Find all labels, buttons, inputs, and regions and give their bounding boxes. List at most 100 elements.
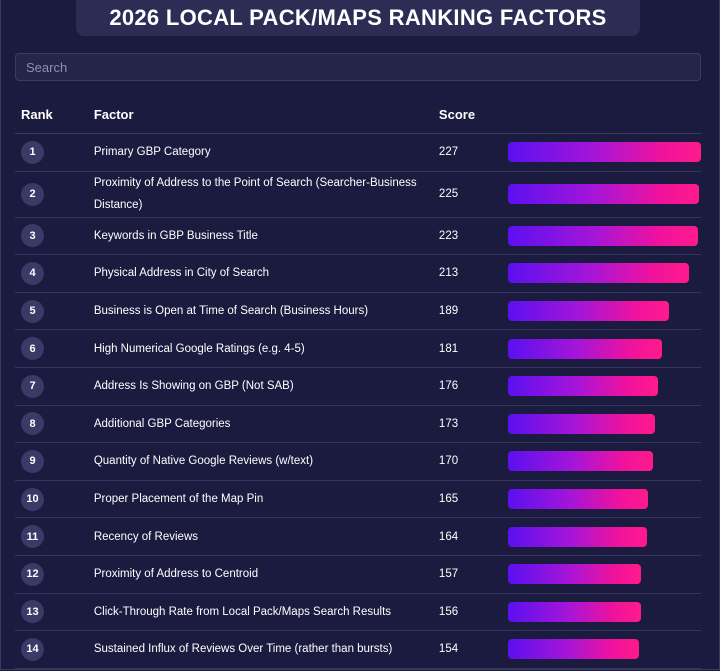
- score-bar-cell: [507, 329, 701, 368]
- score-bar-track: [507, 451, 701, 472]
- rank-cell: 10: [15, 480, 94, 519]
- score-bar-track: [507, 564, 701, 585]
- ranking-table: Rank Factor Score 1 Primary GBP Category 2…: [15, 96, 701, 669]
- rank-badge: 5: [21, 299, 44, 323]
- rank-cell: 1: [15, 133, 94, 172]
- factor-cell: Business is Open at Time of Search (Busi…: [93, 292, 439, 331]
- score-bar-cell: [507, 442, 701, 481]
- score-bar-cell: [507, 171, 701, 218]
- rank-badge: 3: [21, 224, 44, 248]
- factor-cell: Click-Through Rate from Local Pack/Maps …: [93, 593, 439, 632]
- title-banner: 2026 LOCAL PACK/MAPS RANKING FACTORS: [76, 0, 640, 36]
- rank-badge: 1: [21, 140, 44, 164]
- table-row: 12 Proximity of Address to Centroid 157: [15, 555, 701, 594]
- rank-badge: 7: [21, 374, 44, 398]
- rank-badge: 9: [21, 449, 44, 473]
- rank-badge: 4: [21, 261, 44, 285]
- score-bar: [507, 225, 698, 246]
- factor-column-header[interactable]: Factor: [93, 96, 439, 134]
- factor-cell: Quantity of Native Google Reviews (w/tex…: [93, 442, 439, 481]
- score-bar-track: [507, 225, 701, 246]
- score-cell: 225: [438, 171, 508, 218]
- score-bar-cell: [507, 217, 701, 256]
- score-column-header[interactable]: Score: [438, 96, 508, 134]
- score-bar-track: [507, 413, 701, 434]
- search-input[interactable]: [15, 53, 701, 81]
- score-cell: 156: [438, 593, 508, 632]
- score-bar-track: [507, 142, 701, 163]
- factor-cell: Address Is Showing on GBP (Not SAB): [93, 367, 439, 406]
- score-cell: 227: [438, 133, 508, 172]
- score-bar: [507, 376, 658, 397]
- score-bar: [507, 564, 641, 585]
- rank-cell: 12: [15, 555, 94, 594]
- factor-cell: Proper Placement of the Map Pin: [93, 480, 439, 519]
- table-row: 13 Click-Through Rate from Local Pack/Map…: [15, 593, 701, 632]
- score-cell: 189: [438, 292, 508, 331]
- score-bar-cell: [507, 593, 701, 632]
- score-bar: [507, 263, 689, 284]
- score-bar-cell: [507, 630, 701, 669]
- table-row: 14 Sustained Influx of Reviews Over Time …: [15, 630, 701, 669]
- table-row: 11 Recency of Reviews 164: [15, 517, 701, 556]
- rank-cell: 14: [15, 630, 94, 669]
- table-body: 1 Primary GBP Category 227 2 Proximity of Ad…: [15, 133, 701, 669]
- table-row: 4 Physical Address in City of Search 213: [15, 254, 701, 293]
- score-bar-track: [507, 338, 701, 359]
- rank-badge: 8: [21, 412, 44, 436]
- score-bar-track: [507, 263, 701, 284]
- rank-cell: 6: [15, 329, 94, 368]
- score-cell: 181: [438, 329, 508, 368]
- score-bar-track: [507, 601, 701, 622]
- score-cell: 157: [438, 555, 508, 594]
- score-cell: 165: [438, 480, 508, 519]
- table-header-row: Rank Factor Score: [15, 96, 701, 134]
- rank-badge: 14: [21, 637, 44, 661]
- score-bar: [507, 142, 701, 163]
- score-bar-cell: [507, 555, 701, 594]
- score-cell: 176: [438, 367, 508, 406]
- table-row: 9 Quantity of Native Google Reviews (w/te…: [15, 442, 701, 481]
- rank-badge: 13: [21, 600, 44, 624]
- table-row: 6 High Numerical Google Ratings (e.g. 4-5…: [15, 329, 701, 368]
- factor-cell: High Numerical Google Ratings (e.g. 4-5): [93, 329, 439, 368]
- score-bar: [507, 601, 641, 622]
- rank-cell: 5: [15, 292, 94, 331]
- score-cell: 154: [438, 630, 508, 669]
- bar-column-header: [507, 96, 701, 134]
- score-cell: 223: [438, 217, 508, 256]
- rank-badge: 12: [21, 562, 44, 586]
- score-bar: [507, 301, 669, 322]
- page-title: 2026 LOCAL PACK/MAPS RANKING FACTORS: [109, 5, 607, 30]
- factor-cell: Physical Address in City of Search: [93, 254, 439, 293]
- score-bar-track: [507, 639, 701, 660]
- score-bar: [507, 526, 647, 547]
- score-cell: 173: [438, 405, 508, 444]
- score-bar-cell: [507, 133, 701, 172]
- score-bar-cell: [507, 405, 701, 444]
- score-bar-track: [507, 489, 701, 510]
- score-bar: [507, 451, 653, 472]
- factor-cell: Recency of Reviews: [93, 517, 439, 556]
- table-row: 8 Additional GBP Categories 173: [15, 405, 701, 444]
- rank-cell: 11: [15, 517, 94, 556]
- score-bar-track: [507, 301, 701, 322]
- score-cell: 164: [438, 517, 508, 556]
- table-row: 1 Primary GBP Category 227: [15, 133, 701, 172]
- rank-column-header[interactable]: Rank: [15, 96, 94, 134]
- score-bar: [507, 338, 662, 359]
- rank-badge: 6: [21, 337, 44, 361]
- table-row: 5 Business is Open at Time of Search (Bus…: [15, 292, 701, 331]
- rank-cell: 7: [15, 367, 94, 406]
- score-bar-cell: [507, 292, 701, 331]
- factor-cell: Proximity of Address to Centroid: [93, 555, 439, 594]
- score-bar-track: [507, 184, 701, 205]
- score-bar: [507, 489, 648, 510]
- factor-cell: Proximity of Address to the Point of Sea…: [93, 171, 439, 218]
- rank-cell: 13: [15, 593, 94, 632]
- rank-badge: 10: [21, 487, 44, 511]
- rank-cell: 2: [15, 171, 94, 218]
- score-bar-cell: [507, 367, 701, 406]
- table-row: 3 Keywords in GBP Business Title 223: [15, 217, 701, 256]
- score-bar: [507, 184, 699, 205]
